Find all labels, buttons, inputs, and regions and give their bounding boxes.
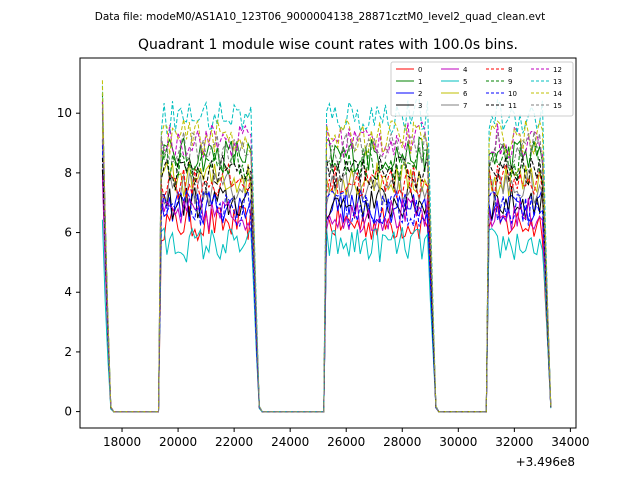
legend-label-2: 2 bbox=[418, 90, 422, 98]
x-tick-label: 20000 bbox=[159, 435, 197, 449]
series-line-5 bbox=[101, 219, 552, 413]
chart-title: Quadrant 1 module wise count rates with … bbox=[138, 37, 518, 53]
x-tick-label: 26000 bbox=[327, 435, 365, 449]
legend-label-8: 8 bbox=[508, 66, 512, 74]
legend-label-13: 13 bbox=[553, 78, 562, 86]
y-tick-label: 10 bbox=[57, 106, 72, 120]
y-tick-label: 2 bbox=[64, 345, 72, 359]
plot-area bbox=[79, 57, 577, 429]
legend-label-0: 0 bbox=[418, 66, 422, 74]
y-tick-label: 6 bbox=[64, 226, 72, 240]
x-tick-label: 28000 bbox=[383, 435, 421, 449]
y-axis: 0 2 4 6 8 10 bbox=[57, 106, 80, 419]
legend-label-4: 4 bbox=[463, 66, 468, 74]
x-tick-label: 32000 bbox=[495, 435, 533, 449]
x-tick-label: 24000 bbox=[271, 435, 309, 449]
legend-label-10: 10 bbox=[508, 90, 517, 98]
legend-label-12: 12 bbox=[553, 66, 562, 74]
y-tick-label: 8 bbox=[64, 166, 72, 180]
legend-label-6: 6 bbox=[463, 90, 468, 98]
x-offset-label: +3.496e8 bbox=[516, 455, 575, 469]
x-axis: 18000 20000 22000 24000 26000 28000 30000 32000… bbox=[103, 428, 589, 449]
x-tick-label: 18000 bbox=[103, 435, 141, 449]
legend-label-9: 9 bbox=[508, 78, 512, 86]
axes-frame bbox=[79, 57, 577, 429]
legend-label-7: 7 bbox=[463, 102, 467, 110]
legend-label-11: 11 bbox=[508, 102, 517, 110]
x-tick-label: 30000 bbox=[439, 435, 477, 449]
legend-label-15: 15 bbox=[553, 102, 562, 110]
y-tick-label: 4 bbox=[64, 285, 72, 299]
legend-label-3: 3 bbox=[418, 102, 422, 110]
legend-label-5: 5 bbox=[463, 78, 467, 86]
x-tick-label: 34000 bbox=[551, 435, 589, 449]
y-tick-label: 0 bbox=[64, 405, 72, 419]
series-line-15 bbox=[101, 108, 552, 413]
legend-label-1: 1 bbox=[418, 78, 422, 86]
legend-label-14: 14 bbox=[553, 90, 562, 98]
legend-frame bbox=[390, 61, 574, 117]
figure-suptitle: Data file: modeM0/AS1A10_123T06_90000041… bbox=[95, 11, 546, 23]
series-layer bbox=[101, 80, 552, 413]
x-tick-label: 22000 bbox=[215, 435, 253, 449]
